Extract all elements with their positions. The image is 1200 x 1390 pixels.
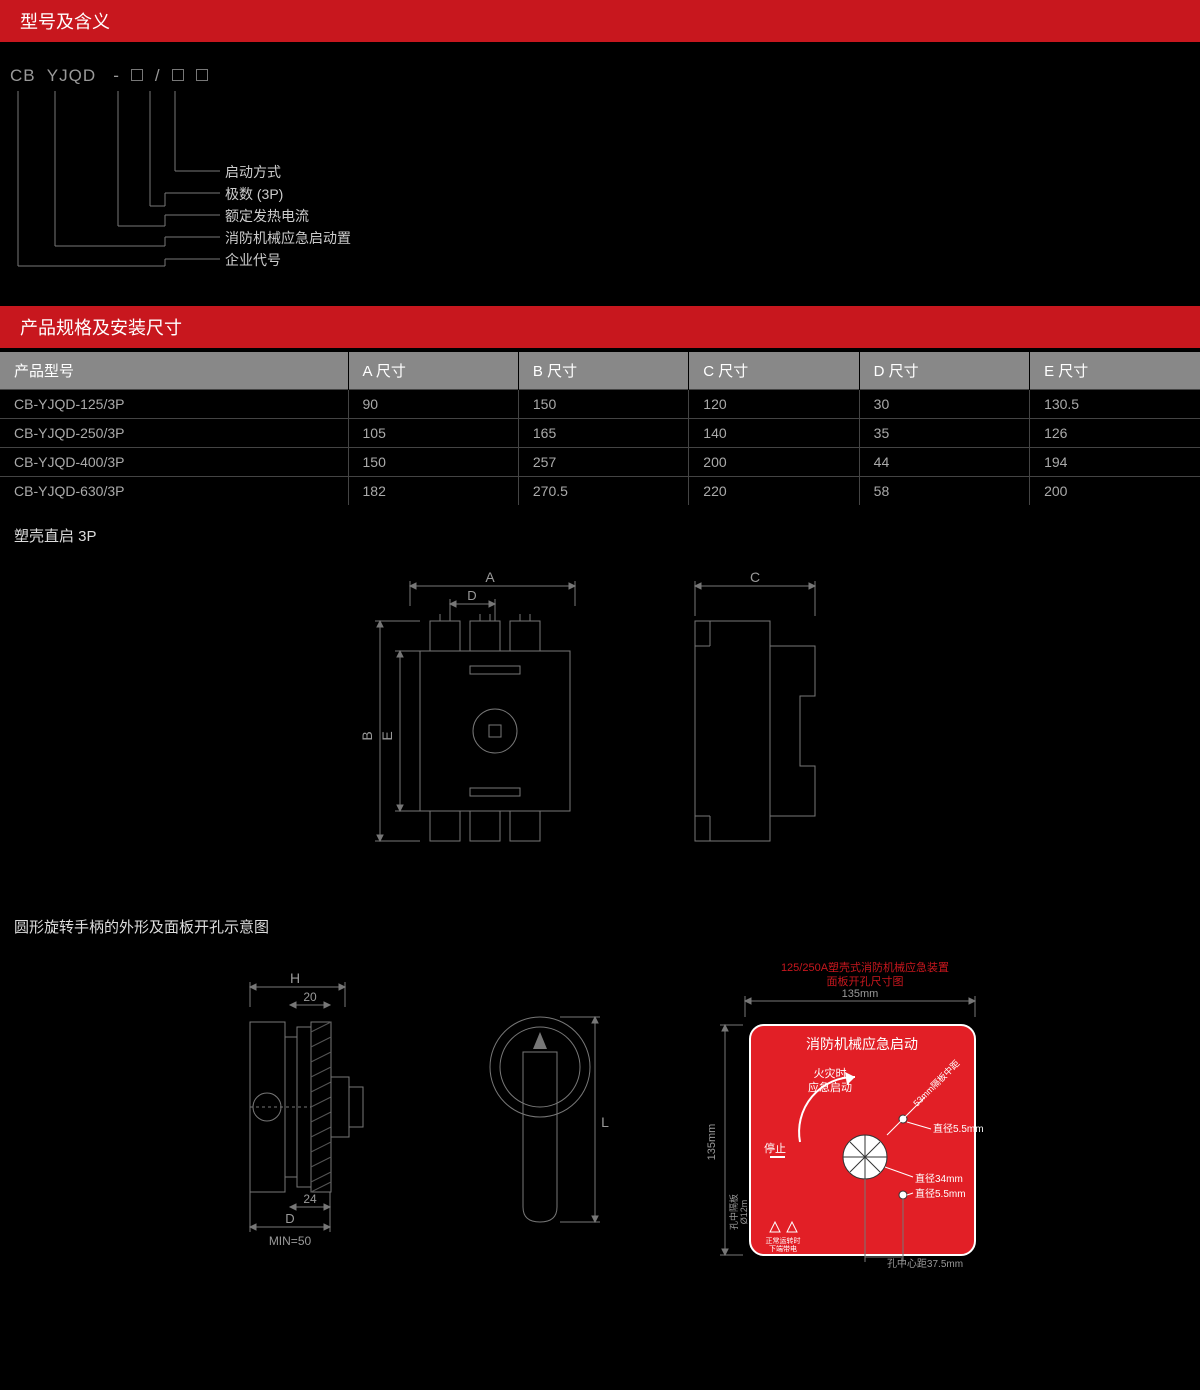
table-row: CB-YJQD-125/3P9015012030130.5 (0, 390, 1200, 419)
table-cell: 35 (859, 419, 1029, 448)
col-header: E 尺寸 (1030, 352, 1200, 390)
model-explanation: CB YJQD - / 启动方式 极数 (3P) 额定发热电流 消防机械应急启动… (0, 46, 1200, 306)
handle-side-diagram: H 20 24 D MIN=50 (195, 967, 415, 1267)
dim-label-l: L (601, 1114, 609, 1130)
handle-front-diagram: L (465, 977, 615, 1257)
bracket-label: 额定发热电流 (225, 205, 351, 227)
panel-warn-text2: 下端带电 (769, 1244, 797, 1253)
table-cell: 150 (348, 448, 518, 477)
panel-left-sub1: 孔中隔板 (728, 1194, 739, 1230)
model-part: YJQD (47, 66, 96, 85)
emergency-panel-diagram: 125/250A塑壳式消防机械应急装置 面板开孔尺寸图 135mm 135mm … (665, 957, 1005, 1277)
diagram2-row: H 20 24 D MIN=50 L 125/250A塑壳式消防机械应急装置 面… (0, 947, 1200, 1307)
dim-label-24: 24 (303, 1192, 317, 1206)
col-header: 产品型号 (0, 352, 348, 390)
specs-table: 产品型号 A 尺寸 B 尺寸 C 尺寸 D 尺寸 E 尺寸 CB-YJQD-12… (0, 352, 1200, 505)
model-code-string: CB YJQD - / (10, 66, 1190, 86)
table-cell: 30 (859, 390, 1029, 419)
dim-label-d2: D (285, 1211, 294, 1226)
model-part: / (155, 66, 161, 85)
panel-dim-h: 135mm (706, 1124, 718, 1161)
front-view-diagram: A D B E (350, 566, 610, 866)
table-cell: 105 (348, 419, 518, 448)
placeholder-box-icon (131, 69, 143, 81)
table-cell: 194 (1030, 448, 1200, 477)
panel-bottom-note: 孔中心距37.5mm (887, 1257, 963, 1270)
table-cell: 220 (689, 477, 859, 506)
panel-dim-w: 135mm (842, 988, 879, 1000)
col-header: B 尺寸 (518, 352, 688, 390)
panel-left-sub2: Ø12m (739, 1200, 749, 1225)
table-cell: 126 (1030, 419, 1200, 448)
table-cell: 120 (689, 390, 859, 419)
table-cell: 165 (518, 419, 688, 448)
bracket-label: 极数 (3P) (225, 183, 351, 205)
table-cell: 150 (518, 390, 688, 419)
panel-fire2: 应急启动 (808, 1080, 852, 1094)
table-cell: 182 (348, 477, 518, 506)
col-header: C 尺寸 (689, 352, 859, 390)
table-row: CB-YJQD-630/3P182270.522058200 (0, 477, 1200, 506)
side-view-diagram: C (650, 566, 850, 866)
table-cell: 130.5 (1030, 390, 1200, 419)
table-cell: 257 (518, 448, 688, 477)
diagram2-title: 圆形旋转手柄的外形及面板开孔示意图 (0, 896, 1200, 947)
bracket-label: 企业代号 (225, 249, 351, 271)
dim-label-d: D (467, 588, 476, 603)
panel-header2: 面板开孔尺寸图 (827, 974, 904, 988)
table-cell: 90 (348, 390, 518, 419)
bracket-label: 启动方式 (225, 161, 351, 183)
dim-label-a: A (485, 569, 495, 585)
panel-title: 消防机械应急启动 (806, 1036, 918, 1052)
table-cell: CB-YJQD-250/3P (0, 419, 348, 448)
table-cell: 44 (859, 448, 1029, 477)
section-header-specs: 产品规格及安装尺寸 (0, 306, 1200, 348)
table-header-row: 产品型号 A 尺寸 B 尺寸 C 尺寸 D 尺寸 E 尺寸 (0, 352, 1200, 390)
table-cell: CB-YJQD-630/3P (0, 477, 348, 506)
dim-label-c: C (750, 569, 760, 585)
bracket-label: 消防机械应急启动置 (225, 227, 351, 249)
panel-warn-text: 正常运转时 (766, 1236, 801, 1245)
panel-fire1: 火灾时 (814, 1066, 847, 1080)
table-cell: 58 (859, 477, 1029, 506)
table-cell: 200 (689, 448, 859, 477)
table-cell: CB-YJQD-125/3P (0, 390, 348, 419)
dim-label-b: B (359, 731, 375, 740)
model-part: - (113, 66, 120, 85)
panel-stop: 停止 (764, 1141, 786, 1155)
dim-label-min50: MIN=50 (269, 1234, 312, 1248)
panel-header1: 125/250A塑壳式消防机械应急装置 (781, 960, 949, 974)
panel-d55a: 直径5.5mm (933, 1122, 984, 1135)
col-header: D 尺寸 (859, 352, 1029, 390)
dim-label-h: H (290, 970, 300, 986)
table-cell: CB-YJQD-400/3P (0, 448, 348, 477)
table-cell: 200 (1030, 477, 1200, 506)
placeholder-box-icon (196, 69, 208, 81)
model-bracket-diagram (10, 91, 220, 291)
table-cell: 140 (689, 419, 859, 448)
placeholder-box-icon (172, 69, 184, 81)
diagram1-row: A D B E C (0, 556, 1200, 896)
panel-d34: 直径34mm (915, 1172, 963, 1185)
table-cell: 270.5 (518, 477, 688, 506)
table-row: CB-YJQD-400/3P15025720044194 (0, 448, 1200, 477)
dim-label-20: 20 (303, 990, 317, 1004)
col-header: A 尺寸 (348, 352, 518, 390)
panel-d55b: 直径5.5mm (915, 1187, 966, 1200)
model-bracket-labels: 启动方式 极数 (3P) 额定发热电流 消防机械应急启动置 企业代号 (225, 161, 351, 271)
diagram1-title: 塑壳直启 3P (0, 505, 1200, 556)
model-part: CB (10, 66, 36, 85)
specs-table-wrap: 产品型号 A 尺寸 B 尺寸 C 尺寸 D 尺寸 E 尺寸 CB-YJQD-12… (0, 352, 1200, 505)
section-header-model: 型号及含义 (0, 0, 1200, 42)
dim-label-e: E (379, 731, 395, 740)
table-row: CB-YJQD-250/3P10516514035126 (0, 419, 1200, 448)
